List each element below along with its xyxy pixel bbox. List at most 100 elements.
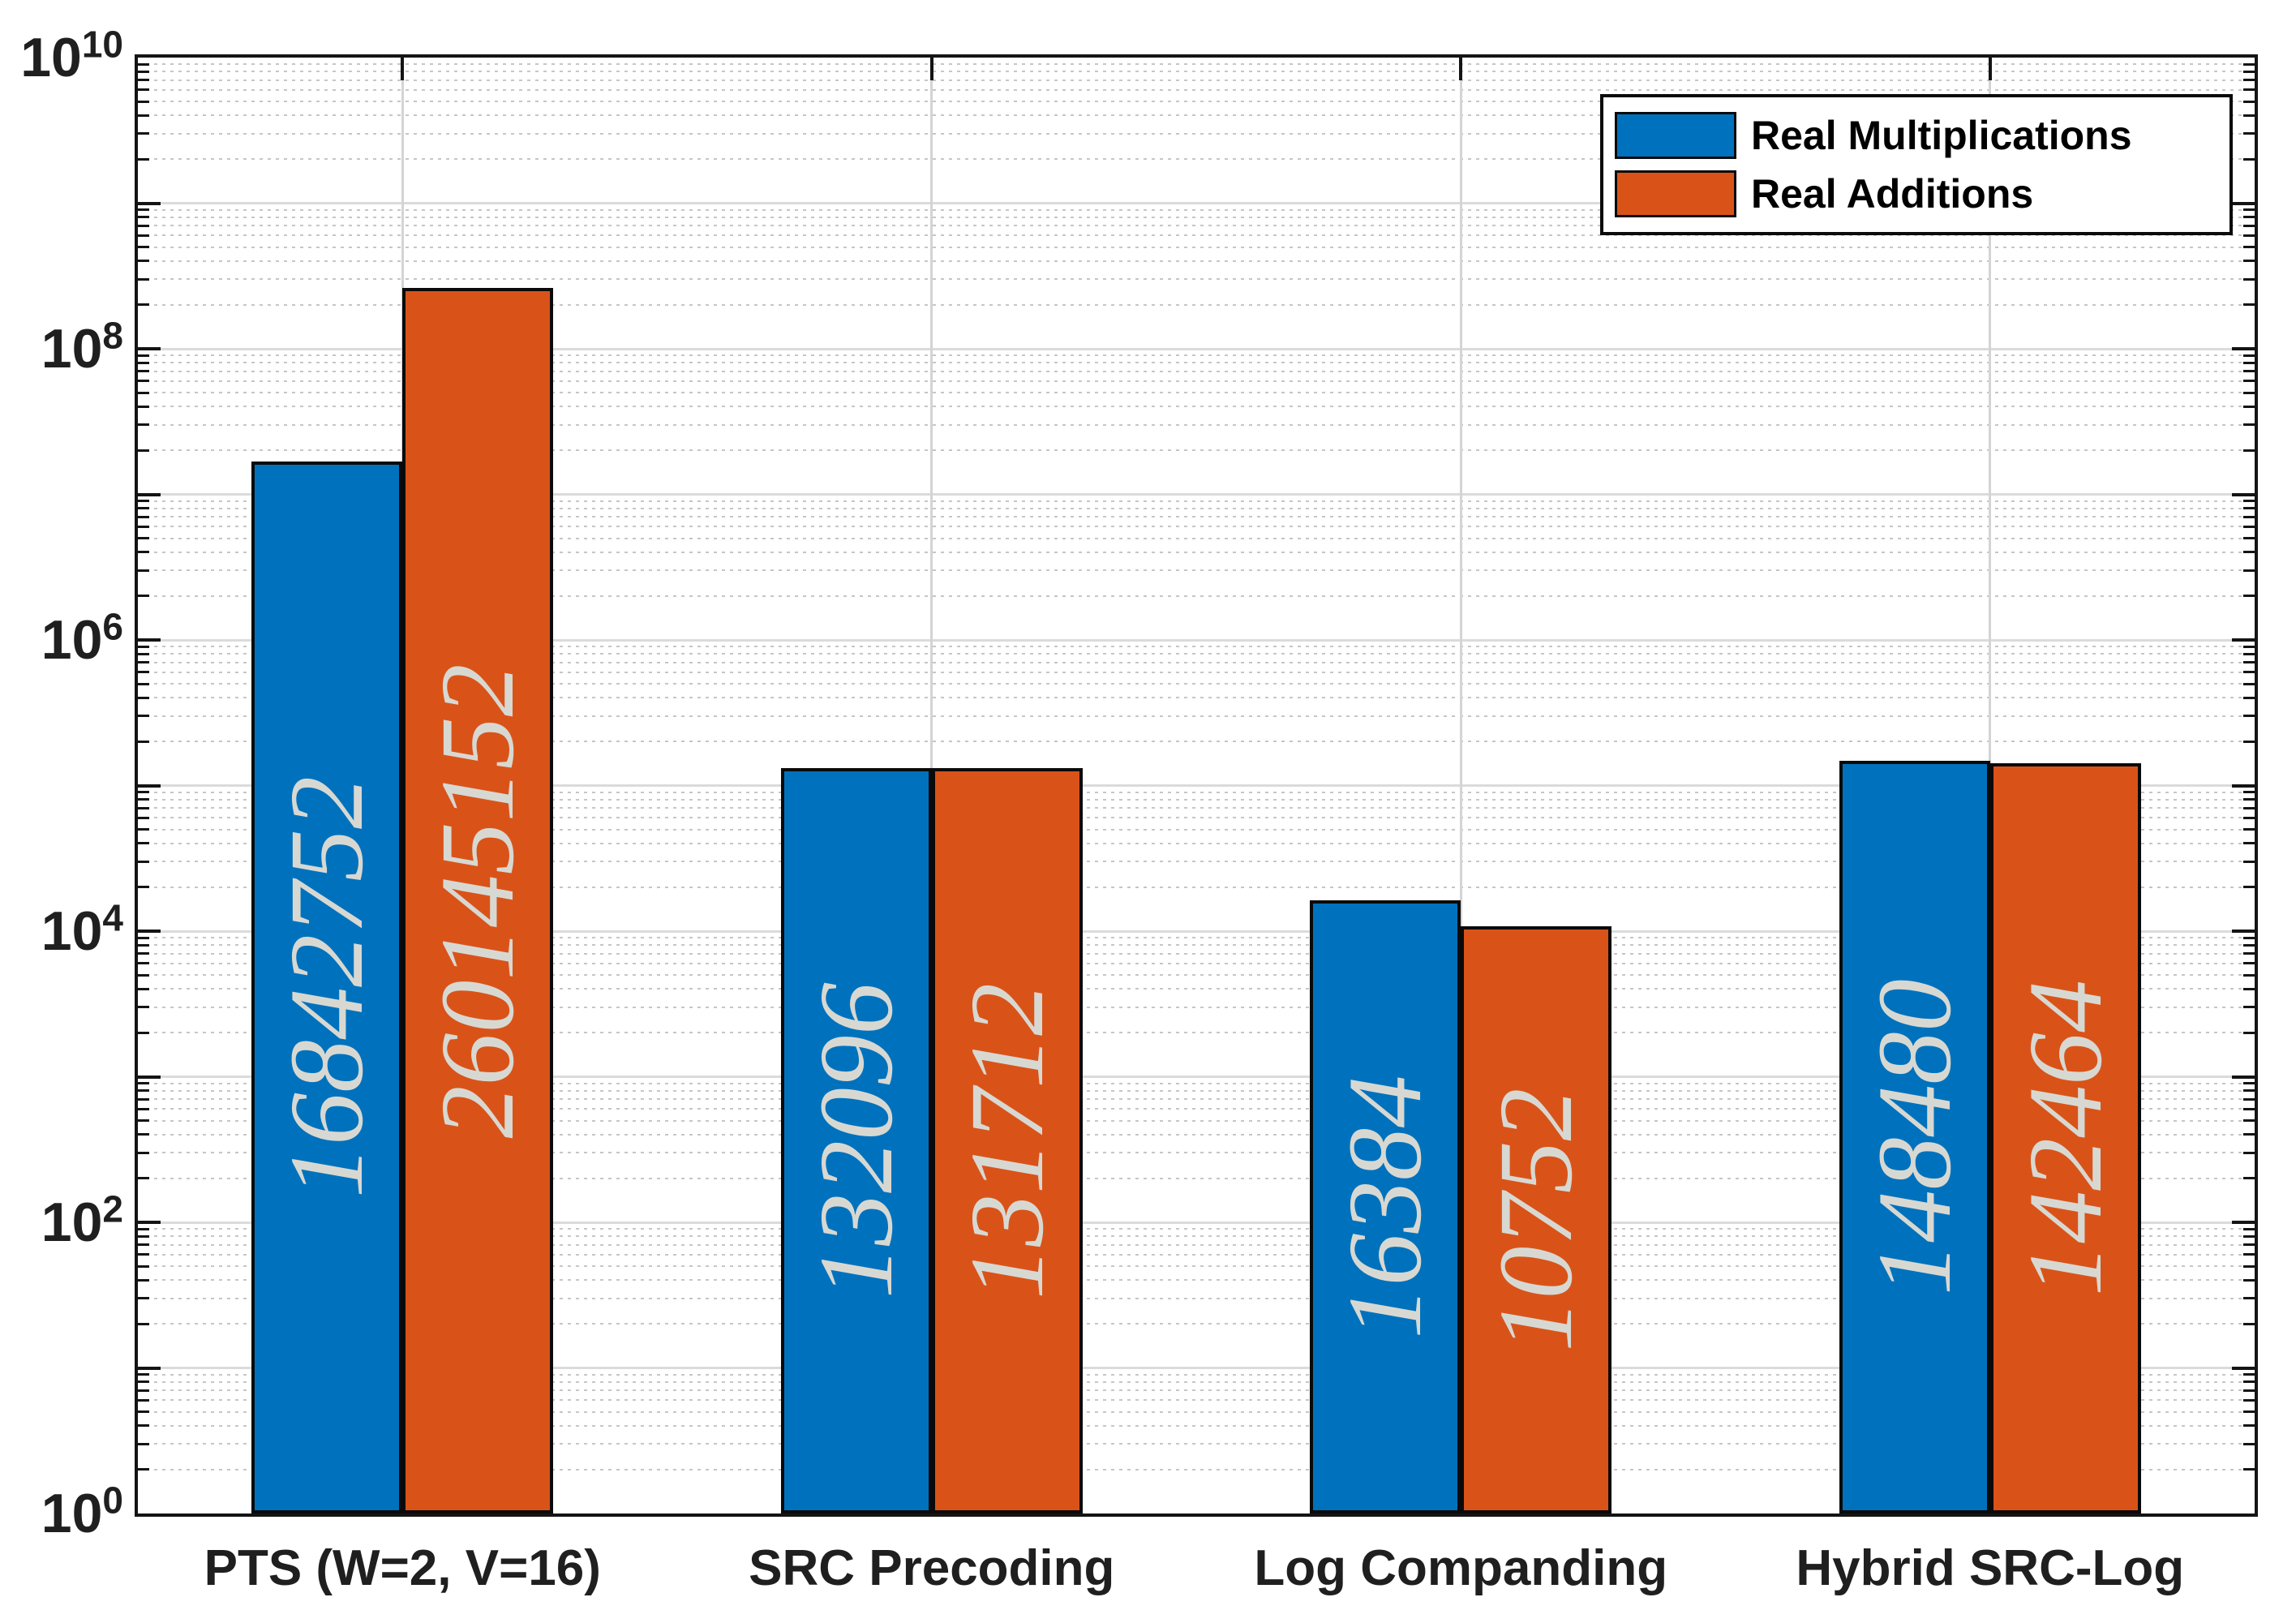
y-major-tick-left <box>138 1366 161 1370</box>
y-tick-label: 108 <box>41 314 123 380</box>
y-minor-tick-left <box>138 715 149 718</box>
y-minor-tick-right <box>2243 1234 2255 1238</box>
y-minor-tick-right <box>2243 1373 2255 1376</box>
x-tick-label: PTS (W=2, V=16) <box>204 1540 601 1596</box>
y-major-gridline <box>138 1076 2255 1078</box>
legend-swatch-multiplications <box>1615 112 1736 159</box>
y-minor-gridline <box>138 1373 2255 1376</box>
y-minor-gridline <box>138 1006 2255 1008</box>
y-minor-tick-left <box>138 1227 149 1230</box>
y-minor-gridline <box>138 952 2255 955</box>
y-minor-tick-right <box>2243 224 2255 227</box>
legend: Real Multiplications Real Additions <box>1600 94 2233 235</box>
y-major-tick-left <box>138 784 161 788</box>
y-major-gridline <box>138 1367 2255 1369</box>
y-minor-tick-left <box>138 1322 149 1325</box>
y-minor-tick-left <box>138 973 149 977</box>
y-minor-gridline <box>138 537 2255 539</box>
y-minor-gridline <box>138 1297 2255 1299</box>
y-minor-gridline <box>138 260 2255 262</box>
y-minor-tick-right <box>2243 551 2255 554</box>
bar-value-label: 10752 <box>1478 1088 1595 1352</box>
y-minor-tick-left <box>138 551 149 554</box>
bar-value-label: 16384 <box>1327 1075 1444 1339</box>
y-minor-gridline <box>138 234 2255 237</box>
y-minor-tick-left <box>138 816 149 819</box>
y-minor-tick-left <box>138 1398 149 1402</box>
y-minor-tick-right <box>2243 1264 2255 1268</box>
y-minor-tick-right <box>2243 370 2255 373</box>
y-minor-gridline <box>138 79 2255 81</box>
y-minor-tick-left <box>138 886 149 889</box>
y-minor-tick-left <box>138 1031 149 1034</box>
y-major-tick-left <box>138 201 161 205</box>
y-minor-tick-right <box>2243 682 2255 685</box>
y-minor-gridline <box>138 1265 2255 1268</box>
y-tick-label: 102 <box>41 1187 123 1253</box>
y-minor-tick-right <box>2243 1253 2255 1256</box>
y-minor-tick-right <box>2243 842 2255 845</box>
y-minor-tick-left <box>138 936 149 939</box>
y-major-tick-right <box>2232 638 2255 642</box>
y-minor-tick-left <box>138 423 149 427</box>
y-minor-tick-left <box>138 943 149 947</box>
y-minor-tick-right <box>2243 354 2255 357</box>
y-minor-gridline <box>138 507 2255 509</box>
y-minor-gridline <box>138 278 2255 281</box>
y-minor-gridline <box>138 1424 2255 1427</box>
y-minor-tick-right <box>2243 828 2255 831</box>
y-minor-tick-right <box>2243 987 2255 990</box>
y-minor-tick-left <box>138 1297 149 1300</box>
category-gridline <box>1459 58 1462 1514</box>
bar-value-label: 132096 <box>797 982 915 1299</box>
y-minor-tick-left <box>138 405 149 408</box>
x-top-tick <box>1988 58 1992 80</box>
y-major-gridline <box>138 202 2255 204</box>
y-minor-tick-right <box>2243 1031 2255 1034</box>
y-minor-tick-right <box>2243 537 2255 540</box>
y-minor-gridline <box>138 791 2255 793</box>
x-top-tick <box>1459 58 1463 80</box>
bar-value-label: 260145152 <box>419 663 537 1139</box>
y-minor-gridline <box>138 71 2255 73</box>
y-major-tick-left <box>138 930 161 933</box>
y-minor-tick-right <box>2243 886 2255 889</box>
y-minor-tick-right <box>2243 860 2255 863</box>
y-minor-tick-left <box>138 798 149 801</box>
y-minor-gridline <box>138 595 2255 597</box>
y-minor-tick-left <box>138 1089 149 1093</box>
y-minor-tick-left <box>138 1278 149 1282</box>
y-minor-gridline <box>138 1389 2255 1392</box>
y-minor-gridline <box>138 216 2255 218</box>
y-minor-tick-left <box>138 1373 149 1376</box>
y-minor-tick-right <box>2243 1107 2255 1110</box>
y-major-gridline <box>138 784 2255 787</box>
y-minor-tick-right <box>2243 246 2255 249</box>
y-minor-tick-left <box>138 860 149 863</box>
y-major-gridline <box>138 930 2255 933</box>
y-minor-tick-left <box>138 537 149 540</box>
y-minor-gridline <box>138 683 2255 685</box>
y-minor-gridline <box>138 886 2255 888</box>
y-minor-gridline <box>138 569 2255 572</box>
legend-entry-additions: Real Additions <box>1615 170 2229 217</box>
y-minor-tick-right <box>2243 569 2255 572</box>
bar-value-label: 148480 <box>1856 978 1973 1295</box>
y-minor-tick-left <box>138 645 149 648</box>
y-minor-tick-left <box>138 70 149 73</box>
y-minor-gridline <box>138 370 2255 372</box>
y-minor-tick-right <box>2243 1442 2255 1445</box>
y-minor-tick-right <box>2243 798 2255 801</box>
y-minor-gridline <box>138 354 2255 357</box>
y-minor-gridline <box>138 1089 2255 1092</box>
y-minor-tick-right <box>2243 652 2255 655</box>
y-minor-tick-left <box>138 260 149 263</box>
y-major-gridline <box>138 347 2255 350</box>
y-minor-tick-right <box>2243 500 2255 503</box>
y-minor-tick-right <box>2243 1177 2255 1180</box>
y-minor-tick-right <box>2243 1424 2255 1428</box>
y-minor-tick-left <box>138 1243 149 1247</box>
y-minor-tick-left <box>138 216 149 219</box>
y-minor-tick-right <box>2243 943 2255 947</box>
